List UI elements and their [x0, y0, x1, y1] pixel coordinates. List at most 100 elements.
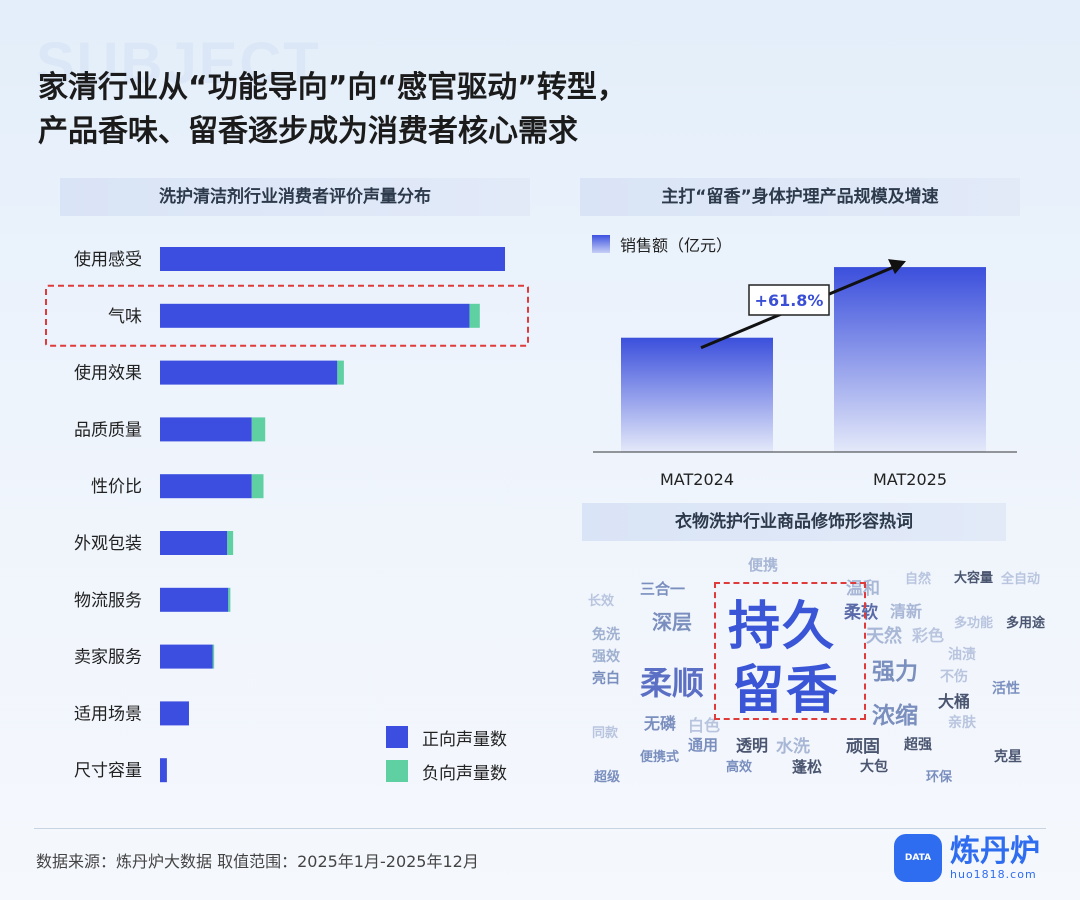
- wordcloud-word: 超强: [904, 737, 932, 753]
- brand-url: huo1818.com: [950, 867, 1037, 881]
- category-label: 使用感受: [74, 249, 142, 270]
- negative-bar: [337, 360, 344, 385]
- wordcloud-word: 高效: [726, 760, 753, 775]
- negative-bar: [251, 474, 264, 499]
- background-watermark-word: SUBJECT: [36, 31, 321, 96]
- wordcloud-word: 多用途: [1006, 616, 1046, 631]
- category-label: 物流服务: [74, 591, 142, 611]
- category-label: 适用场景: [74, 704, 142, 724]
- wordcloud-word: 顽固: [846, 737, 880, 757]
- legend-swatch-negative: [386, 760, 408, 782]
- positive-bar: [160, 758, 167, 783]
- negative-bar: [227, 531, 234, 555]
- wordcloud-word: 温和: [846, 579, 880, 599]
- wordcloud-word: 大桶: [938, 692, 971, 711]
- wordcloud-word: 强效: [592, 649, 620, 665]
- positive-bar: [160, 360, 338, 385]
- wordcloud-word: 柔软: [844, 603, 878, 623]
- wordcloud-word: 克星: [994, 749, 1022, 765]
- legend-label-positive: 正向声量数: [422, 729, 507, 750]
- sales-bar: [621, 337, 773, 452]
- data-source-note: 数据来源：炼丹炉大数据 取值范围：2025年1月-2025年12月: [36, 852, 479, 871]
- positive-bar: [160, 474, 252, 499]
- hot-words-cloud: 便携温和 自然 大容量 全自动三合一长效深层 柔软 清新多功能 多用途免洗 天然 彩色强效 油渍亮…: [580, 548, 1050, 788]
- wordcloud-word: 白色: [688, 716, 721, 735]
- wordcloud-word: 同款: [592, 726, 619, 741]
- footer-divider: [34, 828, 1046, 829]
- wordcloud-word: 便携式: [640, 750, 680, 765]
- brand-logo: DATA 炼丹炉 huo1818.com: [894, 834, 1040, 882]
- legend-label-sales: 销售额（亿元）: [620, 236, 733, 255]
- brand-name: 炼丹炉: [950, 833, 1040, 869]
- category-label: 卖家服务: [74, 648, 142, 668]
- wordcloud-word: 三合一: [640, 580, 686, 598]
- wordcloud-word: 无磷: [644, 714, 677, 733]
- wordcloud-word: 透明: [736, 736, 769, 755]
- wordcloud-highlight-box: [714, 582, 866, 720]
- wordcloud-title: 衣物洗护行业商品修饰形容热词: [582, 503, 1006, 541]
- wordcloud-word: 彩色: [912, 626, 945, 645]
- wordcloud-word: 油渍: [948, 647, 976, 663]
- wordcloud-word: 大容量: [954, 571, 994, 586]
- sales-bar: [834, 267, 986, 452]
- page-headline: 家清行业从“功能导向”向“感官驱动”转型， 产品香味、留香逐步成为消费者核心需求: [38, 66, 627, 154]
- positive-bar: [160, 531, 228, 555]
- growth-label: +61.8%: [755, 291, 824, 310]
- wordcloud-word: 全自动: [1001, 572, 1041, 587]
- wordcloud-word: 超级: [594, 770, 621, 785]
- wordcloud-highlight-word: 留香: [732, 661, 841, 721]
- positive-bar: [160, 587, 229, 612]
- wordcloud-word: 深层: [652, 610, 692, 634]
- wordcloud-word: 免洗: [592, 627, 620, 643]
- category-label: 使用效果: [74, 363, 142, 384]
- wordcloud-word: 大包: [860, 759, 888, 775]
- positive-bar: [160, 417, 252, 442]
- wordcloud-word: 蓬松: [792, 758, 823, 776]
- growth-arrow-head: [888, 259, 906, 275]
- wordcloud-word: 不伤: [940, 669, 968, 685]
- wordcloud-word: 通用: [688, 736, 719, 754]
- negative-bar: [228, 587, 231, 612]
- x-tick-label: MAT2024: [660, 470, 734, 489]
- x-tick-label: MAT2025: [873, 470, 947, 489]
- negative-bar: [212, 644, 215, 669]
- negative-bar: [469, 303, 480, 328]
- category-label: 尺寸容量: [74, 761, 142, 781]
- legend-label-negative: 负向声量数: [422, 763, 507, 784]
- left-panel-title: 洗护清洁剂行业消费者评价声量分布: [60, 178, 530, 216]
- wordcloud-word: 天然: [866, 626, 902, 647]
- right-panel-title: 主打“留香”身体护理产品规模及增速: [580, 178, 1020, 216]
- positive-bar: [160, 701, 189, 726]
- positive-bar: [160, 644, 213, 669]
- positive-bar: [160, 247, 505, 271]
- legend-swatch-positive: [386, 726, 408, 748]
- category-label: 气味: [108, 307, 142, 327]
- legend-swatch-sales: [592, 235, 610, 253]
- wordcloud-word: 自然: [905, 572, 932, 587]
- negative-bar: [251, 417, 266, 442]
- growth-label-box: [748, 284, 830, 316]
- wordcloud-word: 清新: [890, 602, 923, 621]
- wordcloud-word: 便携: [748, 556, 779, 574]
- wordcloud-word: 亮白: [592, 671, 620, 687]
- headline-line-2: 产品香味、留香逐步成为消费者核心需求: [38, 114, 578, 149]
- voice-chart-legend: 正向声量数 负向声量数: [386, 720, 507, 788]
- wordcloud-word: 活性: [992, 681, 1020, 697]
- sales-chart-legend: 销售额（亿元）: [592, 232, 732, 256]
- headline-line-1: 家清行业从“功能导向”向“感官驱动”转型，: [38, 70, 627, 105]
- wordcloud-word: 浓缩: [872, 703, 918, 729]
- wordcloud-word: 亲肤: [948, 715, 976, 731]
- wordcloud-word: 水洗: [776, 737, 810, 757]
- sales-scale-chart: MAT2024 MAT2025 +61.8%: [593, 259, 1017, 489]
- wordcloud-word: 柔顺: [640, 664, 705, 702]
- wordcloud-word: 多功能: [954, 616, 994, 631]
- wordcloud-word: 长效: [588, 594, 615, 609]
- category-label: 品质质量: [74, 420, 142, 440]
- category-label: 外观包装: [74, 534, 142, 554]
- category-label: 性价比: [91, 477, 142, 497]
- wordcloud-word: 强力: [872, 659, 918, 685]
- wordcloud-highlight-word: 持久: [728, 597, 837, 657]
- brand-icon: DATA: [894, 834, 942, 882]
- wordcloud-word: 环保: [926, 770, 953, 785]
